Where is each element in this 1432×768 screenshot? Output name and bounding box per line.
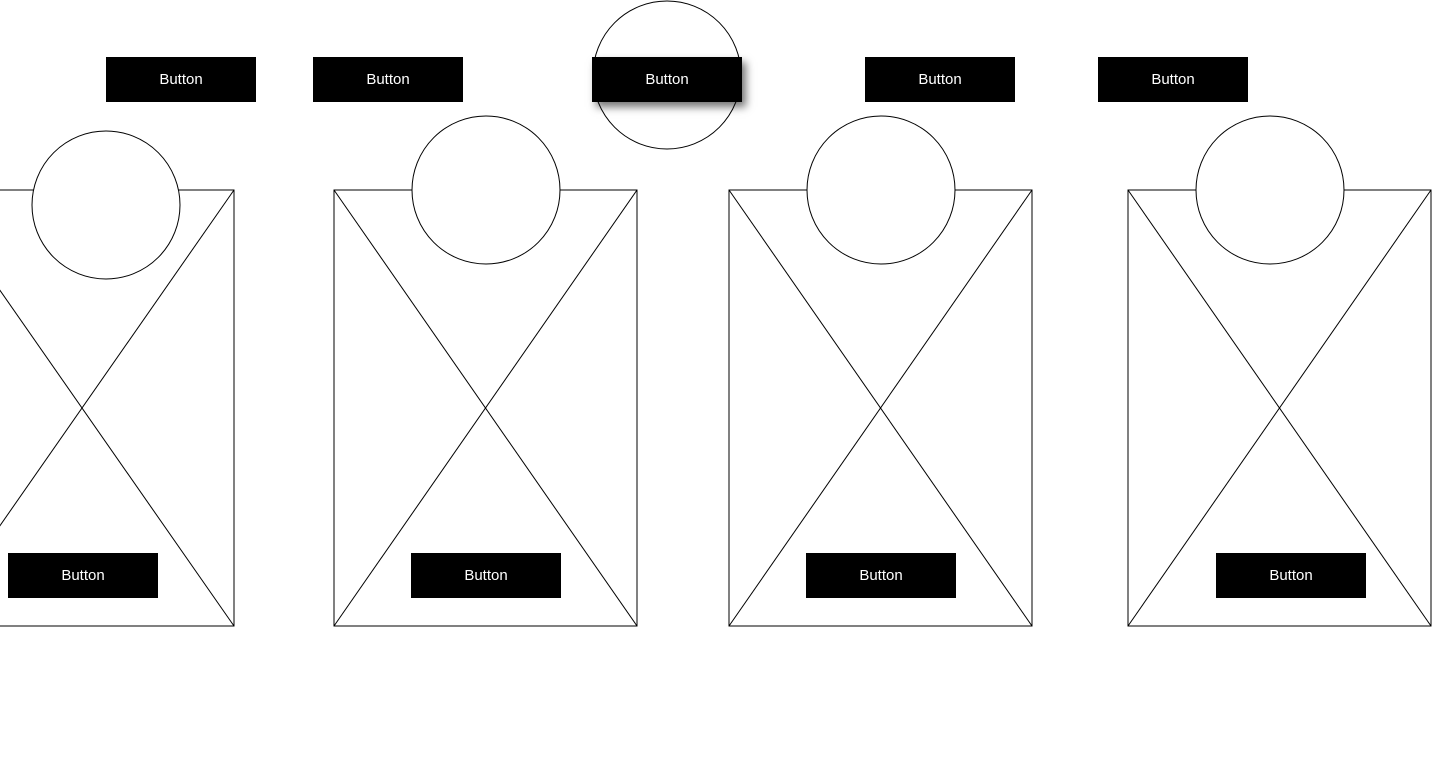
- top-button-2[interactable]: Button: [313, 57, 463, 102]
- top-button-3-elevated[interactable]: Button: [592, 57, 742, 102]
- top-button-4[interactable]: Button: [865, 57, 1015, 102]
- card-4-button[interactable]: Button: [1216, 553, 1366, 598]
- avatar-circle: [411, 115, 561, 265]
- avatar-circle: [1195, 115, 1345, 265]
- card-3-button[interactable]: Button: [806, 553, 956, 598]
- top-button-1[interactable]: Button: [106, 57, 256, 102]
- image-placeholder-card-3: [728, 115, 1033, 627]
- placeholder-cross-line: [333, 189, 638, 627]
- placeholder-cross-line: [1127, 189, 1432, 627]
- placeholder-cross-line: [0, 189, 235, 527]
- avatar-circle: [31, 130, 181, 280]
- avatar-circle: [806, 115, 956, 265]
- top-button-5[interactable]: Button: [1098, 57, 1248, 102]
- image-placeholder-card-1: [0, 130, 235, 627]
- placeholder-cross-line: [728, 189, 1033, 627]
- image-placeholder-card-2: [333, 115, 638, 627]
- image-placeholder-card-4: [1127, 115, 1432, 627]
- card-2-button[interactable]: Button: [411, 553, 561, 598]
- card-1-button[interactable]: Button: [8, 553, 158, 598]
